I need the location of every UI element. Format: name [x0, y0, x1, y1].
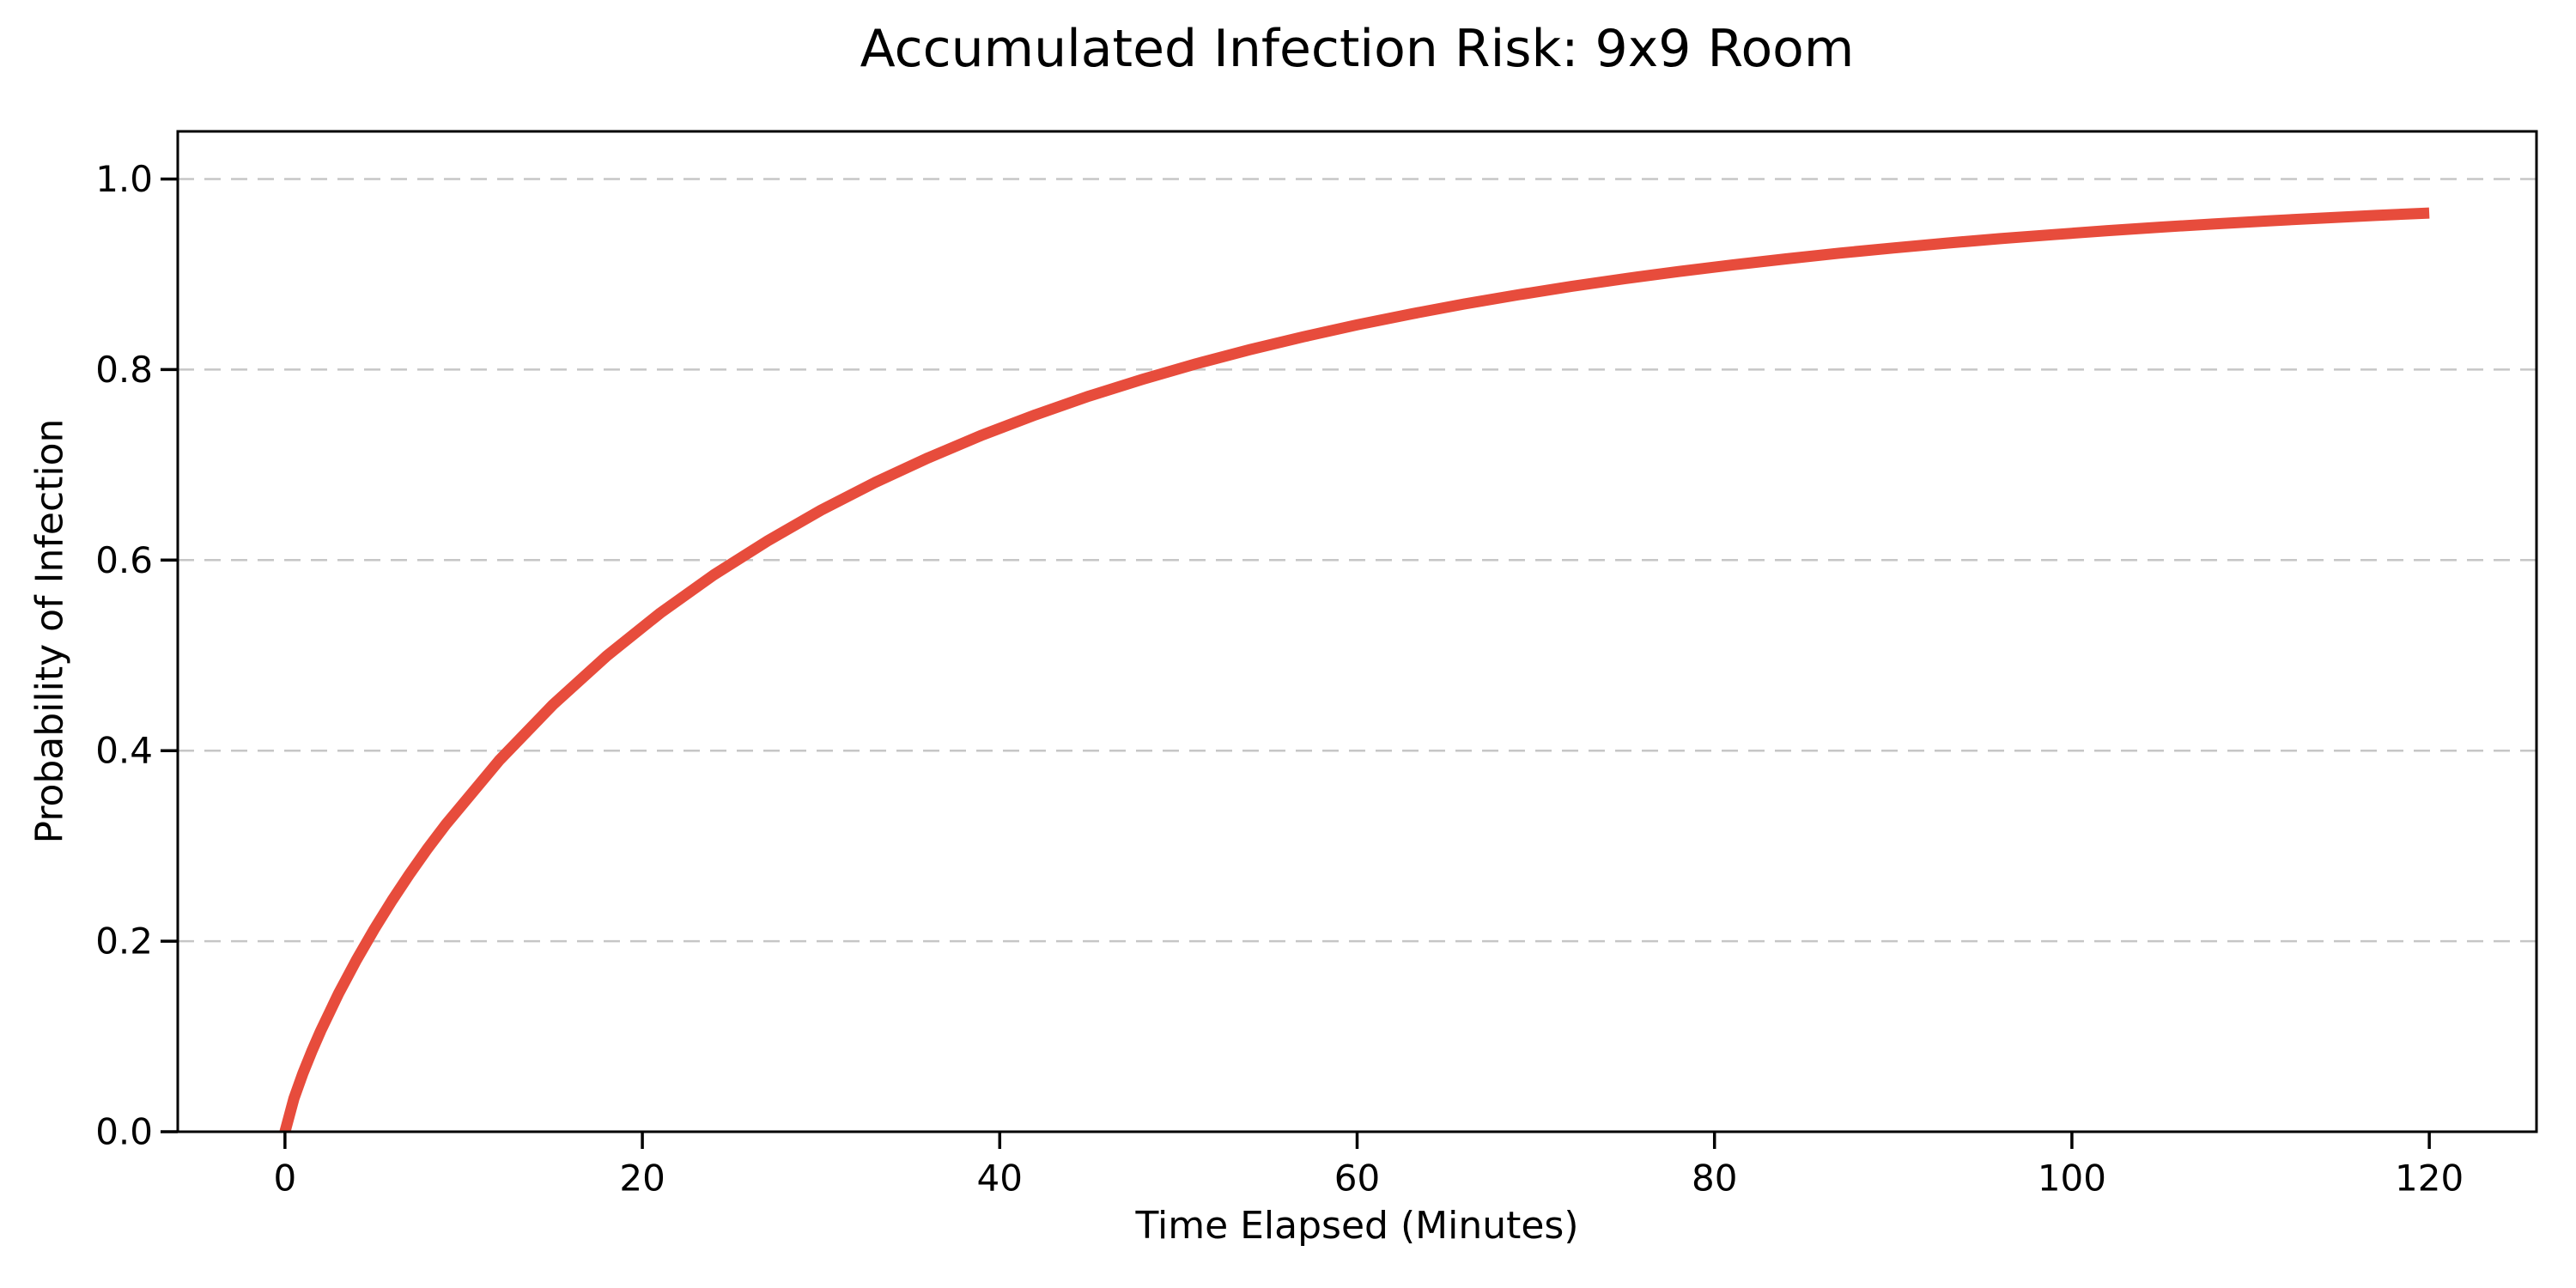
chart-title: Accumulated Infection Risk: 9x9 Room	[860, 19, 1855, 79]
y-tick-label: 0.4	[95, 730, 153, 772]
axis-ticks	[161, 177, 2431, 1149]
series-group	[279, 207, 2430, 1132]
y-tick-label: 0.0	[95, 1111, 153, 1153]
x-tick-label: 0	[273, 1157, 296, 1200]
tick-labels: 0 20 40 60 80 100 120 0.0 0.2 0.4 0.6 0.8 1.0	[95, 158, 2464, 1200]
x-tick-label: 120	[2395, 1157, 2464, 1200]
x-tick-label: 60	[1334, 1157, 1380, 1200]
x-tick-label: 40	[977, 1157, 1023, 1200]
x-tick-label: 80	[1692, 1157, 1737, 1200]
risk-curve	[279, 207, 2430, 1132]
y-tick-label: 0.2	[95, 920, 153, 963]
x-tick-label: 20	[619, 1157, 665, 1200]
plot-border	[176, 130, 2538, 1133]
y-tick-label: 0.6	[95, 539, 153, 581]
y-tick-label: 1.0	[95, 158, 153, 200]
y-tick-label: 0.8	[95, 349, 153, 391]
x-axis-label: Time Elapsed (Minutes)	[1135, 1204, 1579, 1248]
x-tick-label: 100	[2038, 1157, 2106, 1200]
